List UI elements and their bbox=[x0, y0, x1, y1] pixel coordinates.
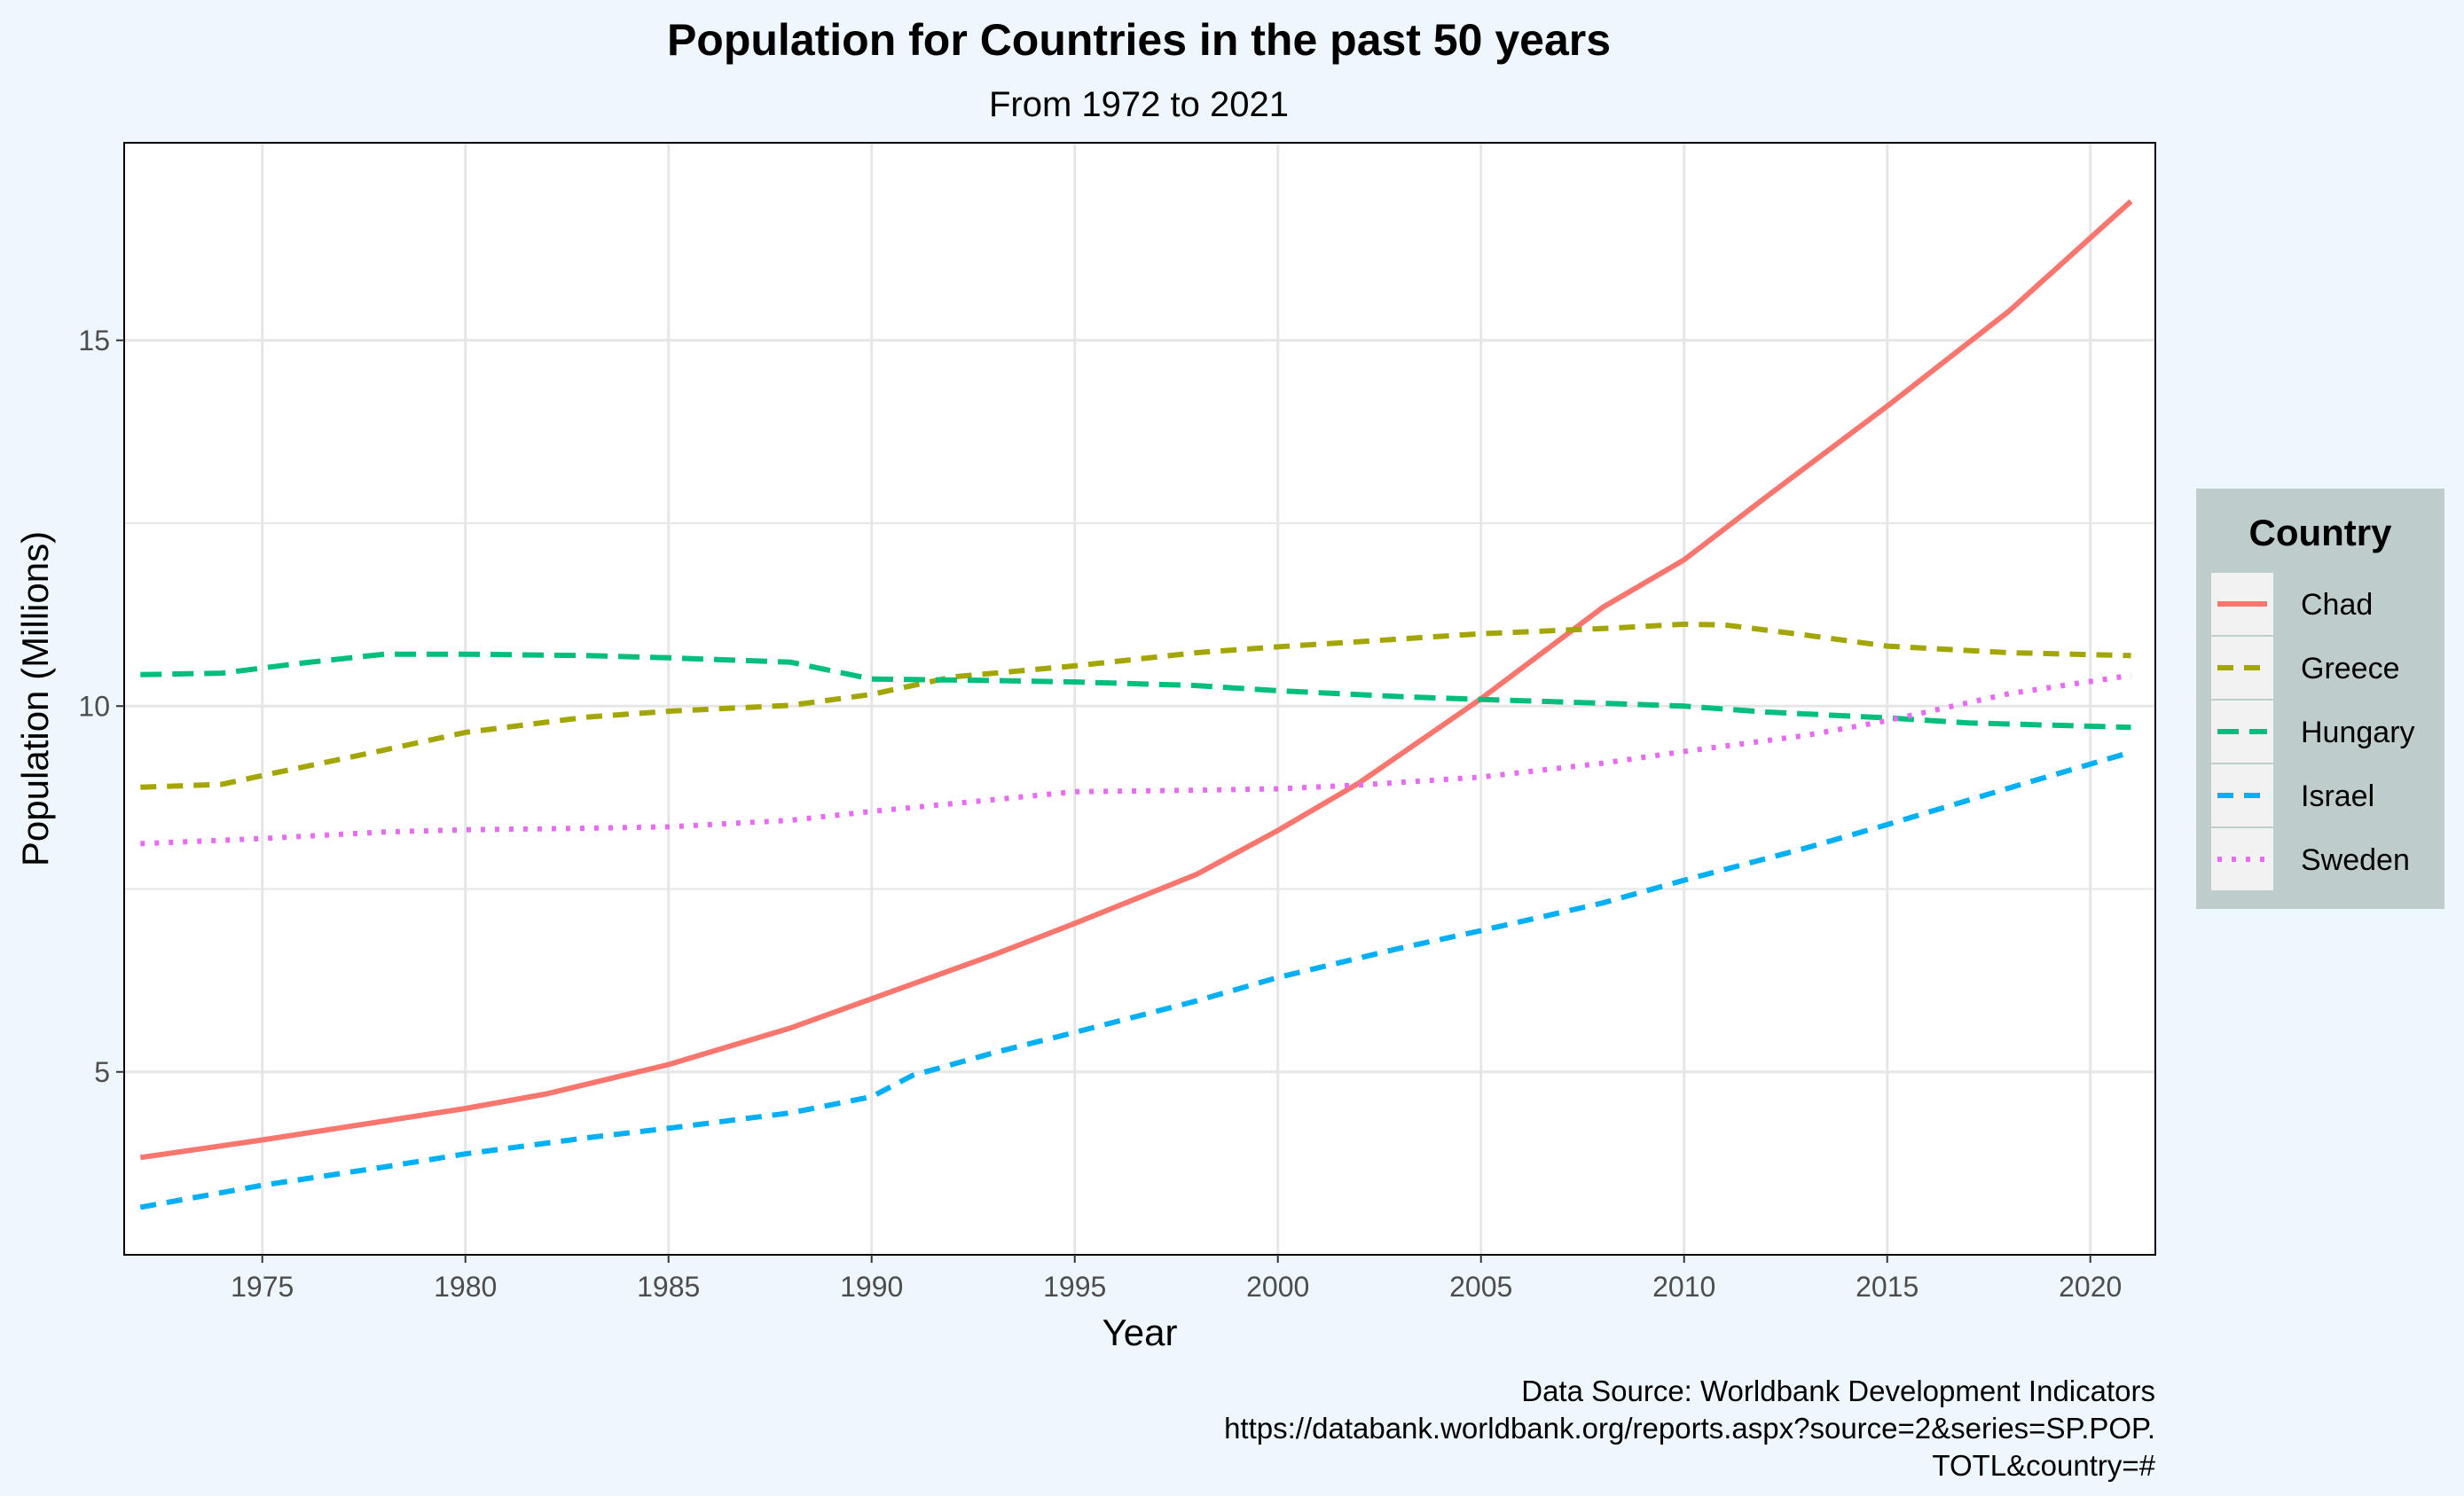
chart-subtitle: From 1972 to 2021 bbox=[989, 85, 1289, 124]
x-tick-label: 1975 bbox=[231, 1271, 294, 1303]
x-tick-label: 1990 bbox=[840, 1271, 903, 1303]
x-tick-label: 2010 bbox=[1652, 1271, 1715, 1303]
series-line-sweden bbox=[140, 672, 2131, 847]
y-tick-label: 10 bbox=[78, 690, 110, 722]
caption-line-1: Data Source: Worldbank Development Indic… bbox=[1521, 1375, 2155, 1407]
legend-label-chad: Chad bbox=[2301, 588, 2373, 622]
axis-ticks: 1975 1980 1985 1990 1995 2000 2005 2010 2015 2020… bbox=[78, 325, 2122, 1303]
x-tick-label: 1985 bbox=[637, 1271, 700, 1303]
x-tick-label: 2000 bbox=[1246, 1271, 1309, 1303]
caption-line-3: TOTL&country=# bbox=[1932, 1449, 2155, 1482]
series-lines bbox=[139, 199, 2133, 1210]
legend-items: Chad Greece Hungary Israel Sweden bbox=[2211, 573, 2415, 890]
legend-label-hungary: Hungary bbox=[2301, 716, 2415, 749]
grid-lines bbox=[124, 143, 2155, 1255]
x-tick-label: 2020 bbox=[2059, 1271, 2122, 1303]
series-line-hungary bbox=[140, 651, 2131, 731]
x-tick-label: 2015 bbox=[1856, 1271, 1919, 1303]
y-tick-label: 15 bbox=[78, 325, 110, 356]
legend-title: Country bbox=[2249, 512, 2393, 553]
x-tick-label: 1980 bbox=[434, 1271, 497, 1303]
series-line-greece bbox=[140, 621, 2131, 790]
legend-label-greece: Greece bbox=[2301, 652, 2400, 685]
legend-label-sweden: Sweden bbox=[2301, 843, 2410, 877]
plot-border bbox=[123, 142, 2156, 1256]
x-tick-label: 1995 bbox=[1043, 1271, 1106, 1303]
y-axis-title: Population (Millions) bbox=[14, 531, 56, 866]
y-tick-label: 5 bbox=[94, 1056, 110, 1088]
legend-label-israel: Israel bbox=[2301, 779, 2374, 813]
caption: Data Source: Worldbank Development Indic… bbox=[1224, 1375, 2156, 1482]
chart-title: Population for Countries in the past 50 … bbox=[667, 15, 1611, 65]
x-axis-title: Year bbox=[1103, 1312, 1178, 1353]
legend: Country Chad Greece Hungary Israel Sweden bbox=[2196, 489, 2444, 909]
x-tick-label: 2005 bbox=[1449, 1271, 1512, 1303]
plot-panel bbox=[124, 143, 2155, 1255]
series-line-chad bbox=[139, 199, 2133, 1161]
caption-line-2: https://databank.worldbank.org/reports.a… bbox=[1224, 1412, 2155, 1445]
